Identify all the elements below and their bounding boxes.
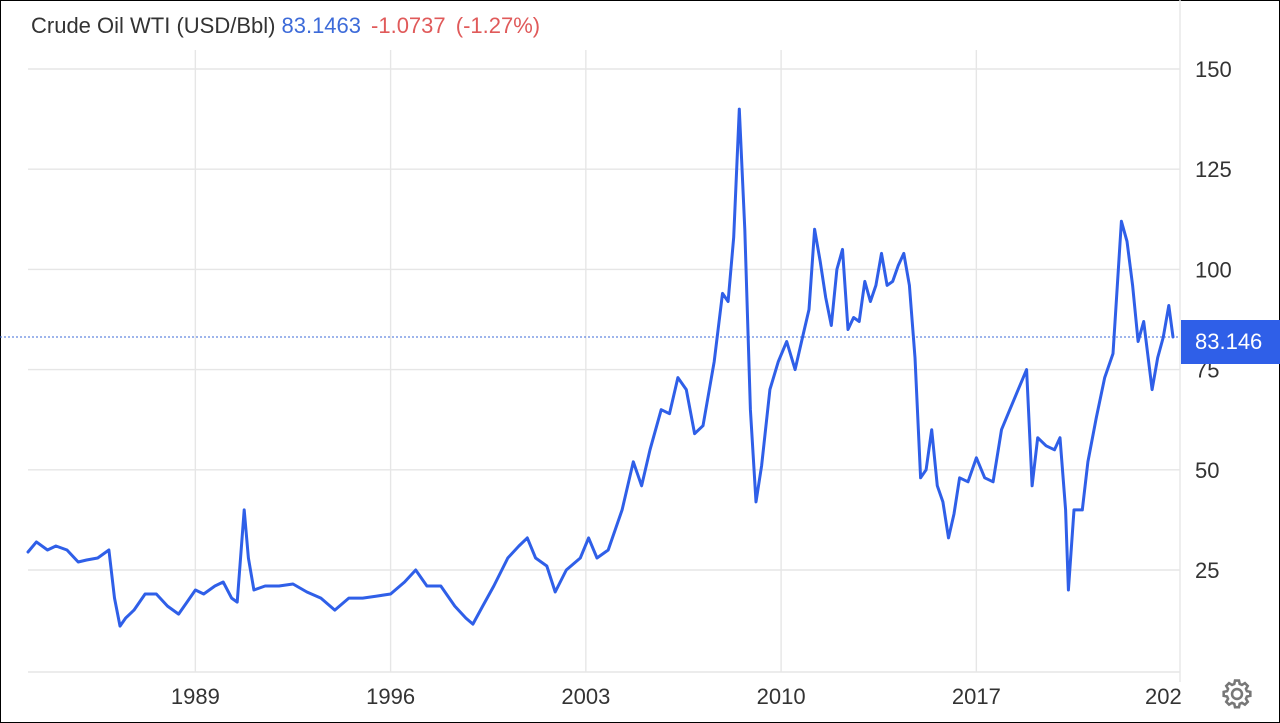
last-price-badge: 83.146 xyxy=(1181,320,1280,364)
x-tick-label: 1989 xyxy=(171,684,220,709)
instrument-name: Crude Oil WTI (USD/Bbl) xyxy=(31,13,276,38)
x-tick-label: 202 xyxy=(1145,684,1182,709)
price-change-percent: (-1.27%) xyxy=(455,13,541,38)
gear-icon[interactable] xyxy=(1220,677,1254,711)
price-series-line[interactable] xyxy=(26,107,1175,628)
x-tick-label: 2010 xyxy=(757,684,806,709)
price-change: -1.0737 xyxy=(371,13,446,38)
chart-header: Crude Oil WTI (USD/Bbl) 83.1463 -1.0737 (-… xyxy=(31,10,540,42)
x-tick-label: 1996 xyxy=(366,684,415,709)
x-tick-label: 2017 xyxy=(952,684,1001,709)
y-tick-label: 25 xyxy=(1195,558,1219,583)
y-tick-label: 125 xyxy=(1195,157,1232,182)
y-tick-label: 100 xyxy=(1195,257,1232,282)
last-price: 83.1463 xyxy=(281,13,362,38)
grid-lines xyxy=(28,0,1181,682)
y-tick-label: 150 xyxy=(1195,57,1232,82)
x-tick-label: 2003 xyxy=(561,684,610,709)
y-tick-label: 50 xyxy=(1195,458,1219,483)
